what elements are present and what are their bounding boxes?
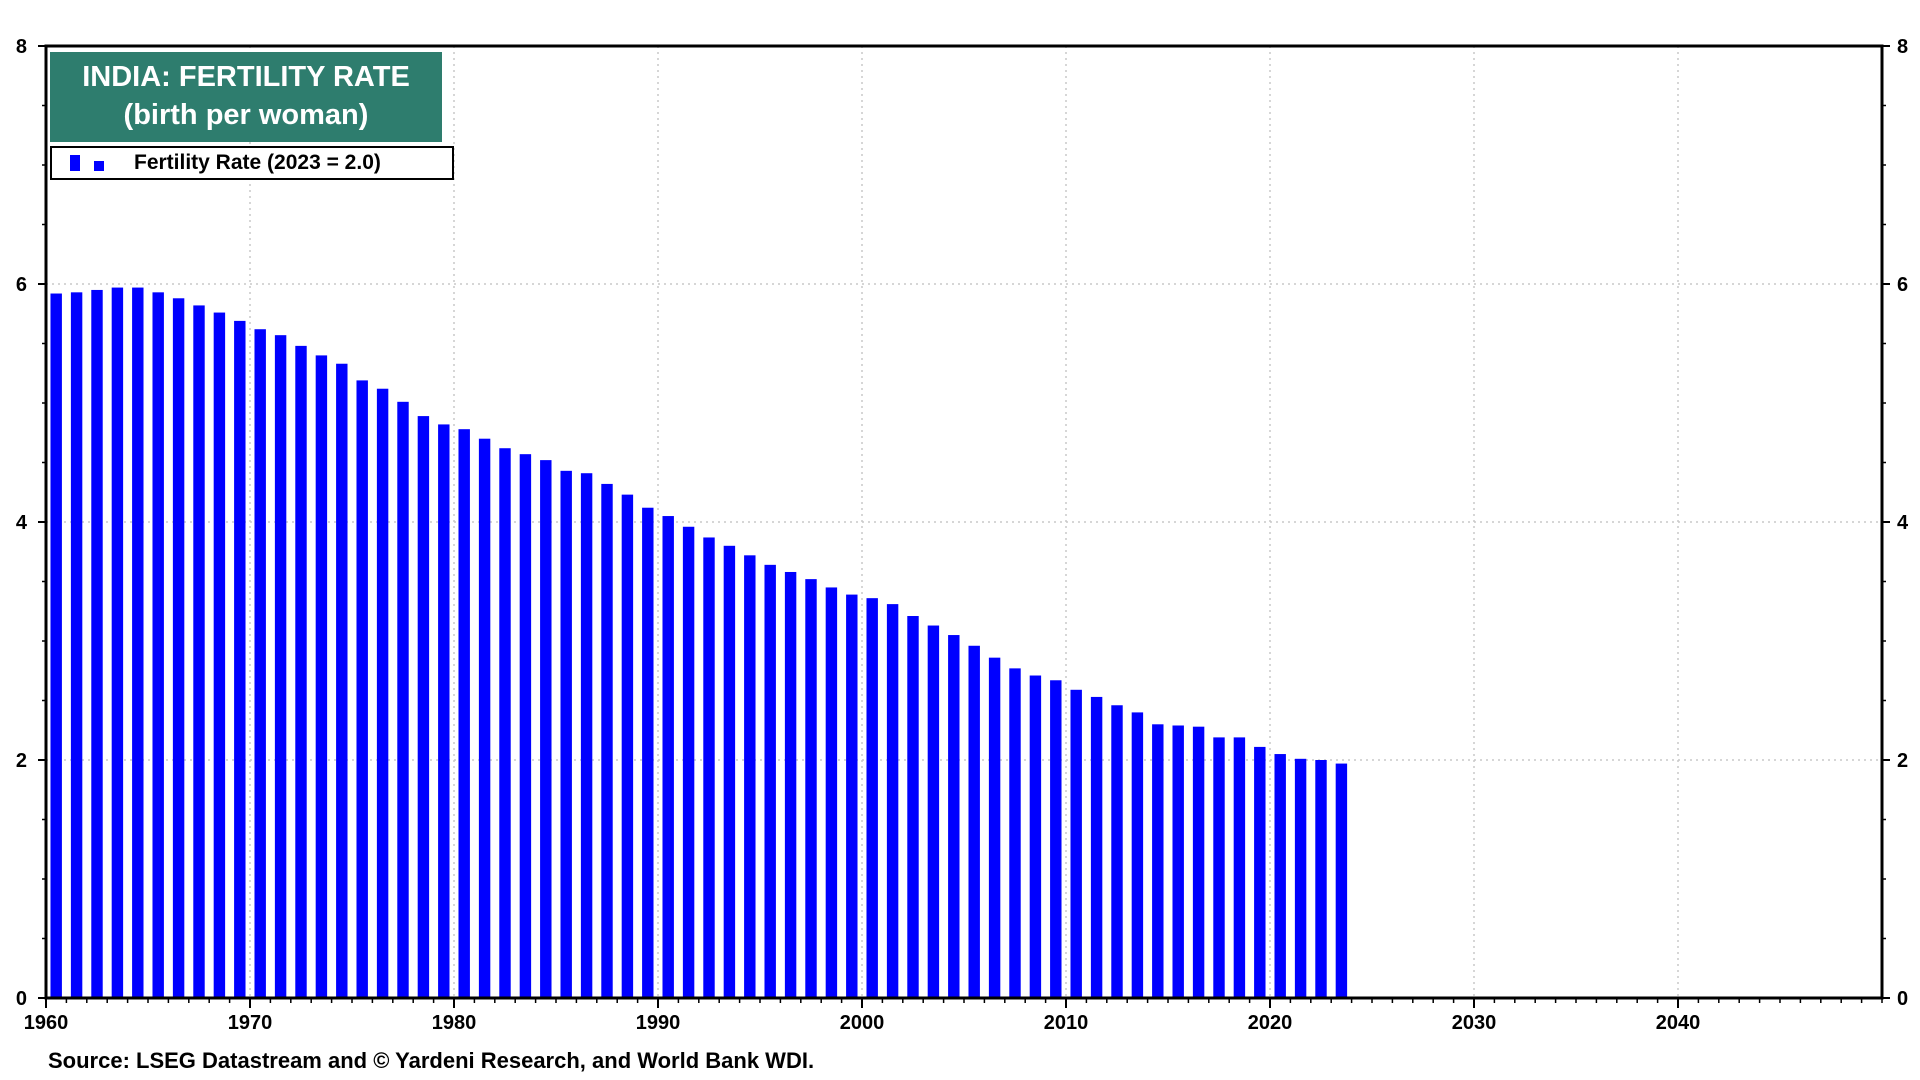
- tick-labels: 1960 1970 1980 1990 2000 2010 2020 2030 2040 0 0 2 2…: [16, 36, 1909, 1034]
- bar-1998: [825, 587, 838, 998]
- bar-2007: [1009, 668, 1021, 998]
- bar-1999: [846, 594, 858, 998]
- x-tick-label: 2020: [1248, 1012, 1293, 1034]
- bar-1982: [499, 448, 511, 999]
- x-tick-label: 1960: [24, 1012, 69, 1034]
- x-tick-label: 1970: [228, 1012, 273, 1034]
- bar-2018: [1233, 737, 1246, 998]
- x-tick-label: 1980: [432, 1012, 477, 1034]
- bar-1974: [336, 363, 348, 999]
- bar-1970: [254, 329, 266, 999]
- bar-1977: [397, 401, 409, 998]
- bar-1971: [274, 335, 287, 998]
- y-tick-label-left: 0: [16, 988, 27, 1010]
- bar-2009: [1050, 680, 1062, 998]
- bar-1961: [70, 292, 83, 999]
- y-tick-label-left: 2: [16, 750, 27, 772]
- y-tick-label-right: 0: [1897, 988, 1908, 1010]
- bar-2011: [1090, 696, 1103, 998]
- bar-2003: [927, 625, 940, 998]
- chart-title-box: INDIA: FERTILITY RATE (birth per woman): [50, 52, 442, 142]
- bar-1989: [642, 507, 654, 998]
- legend-label: Fertility Rate (2023 = 2.0): [134, 151, 381, 174]
- bars: [50, 287, 1348, 999]
- bar-2014: [1152, 724, 1164, 998]
- bar-2005: [968, 645, 980, 998]
- bar-2016: [1192, 726, 1205, 998]
- bar-1978: [417, 416, 430, 999]
- bar-1975: [356, 380, 368, 998]
- grid: [46, 46, 1882, 998]
- bar-1967: [193, 305, 205, 998]
- bar-2021: [1294, 758, 1307, 998]
- y-tick-label-left: 4: [16, 512, 28, 534]
- y-tick-label-right: 8: [1897, 36, 1908, 58]
- bar-1968: [213, 312, 226, 998]
- ticks: [38, 45, 1890, 1008]
- bar-2001: [886, 604, 899, 998]
- bar-2015: [1172, 725, 1184, 998]
- legend: Fertility Rate (2023 = 2.0): [50, 146, 454, 180]
- bar-2017: [1213, 737, 1225, 998]
- bar-1962: [91, 289, 103, 998]
- bar-1966: [172, 298, 185, 998]
- bar-2000: [866, 598, 878, 998]
- bar-1960: [50, 293, 62, 998]
- bar-2002: [907, 616, 919, 998]
- bar-1996: [784, 571, 797, 998]
- bar-1983: [519, 454, 532, 998]
- y-tick-label-left: 8: [16, 36, 27, 58]
- x-tick-label: 1990: [636, 1012, 681, 1034]
- bar-1963: [111, 287, 124, 998]
- bar-2022: [1315, 760, 1327, 998]
- legend-swatch: [70, 153, 114, 173]
- y-tick-label-right: 2: [1897, 750, 1908, 772]
- bar-1969: [234, 320, 246, 998]
- bar-1980: [458, 429, 470, 998]
- y-tick-label-left: 6: [16, 274, 27, 296]
- bar-1991: [682, 526, 695, 998]
- bar-1994: [744, 555, 756, 998]
- bar-1985: [560, 470, 572, 999]
- source-note: Source: LSEG Datastream and © Yardeni Re…: [48, 1048, 815, 1073]
- bar-2020: [1274, 754, 1286, 998]
- bar-1973: [315, 355, 328, 998]
- x-tick-label: 2010: [1044, 1012, 1089, 1034]
- bar-1964: [132, 287, 144, 998]
- bar-1993: [723, 545, 736, 998]
- bar-1992: [703, 537, 715, 998]
- bar-2004: [948, 635, 960, 998]
- bar-2013: [1131, 712, 1144, 998]
- chart-title: INDIA: FERTILITY RATE: [82, 61, 410, 93]
- bar-1976: [376, 388, 389, 999]
- bar-1979: [438, 424, 450, 998]
- x-tick-label: 2040: [1656, 1012, 1701, 1034]
- bar-1972: [295, 345, 307, 998]
- y-tick-label-right: 4: [1897, 512, 1909, 534]
- bar-1990: [662, 516, 674, 998]
- bar-1995: [764, 564, 776, 998]
- x-tick-label: 2000: [840, 1012, 885, 1034]
- bar-2019: [1254, 746, 1266, 998]
- bar-1984: [540, 460, 552, 998]
- bar-1986: [580, 473, 593, 999]
- bar-1997: [805, 579, 817, 998]
- x-tick-label: 2030: [1452, 1012, 1497, 1034]
- bar-1981: [478, 438, 491, 998]
- bar-2010: [1070, 689, 1082, 998]
- bar-2006: [988, 657, 1001, 998]
- y-tick-label-right: 6: [1897, 274, 1908, 296]
- chart-subtitle: (birth per woman): [123, 99, 369, 131]
- bar-2012: [1111, 705, 1123, 998]
- bar-1987: [601, 483, 613, 998]
- bar-1988: [621, 494, 634, 998]
- bar-1965: [152, 292, 164, 999]
- bar-2023: [1335, 763, 1348, 998]
- bar-2008: [1029, 675, 1042, 998]
